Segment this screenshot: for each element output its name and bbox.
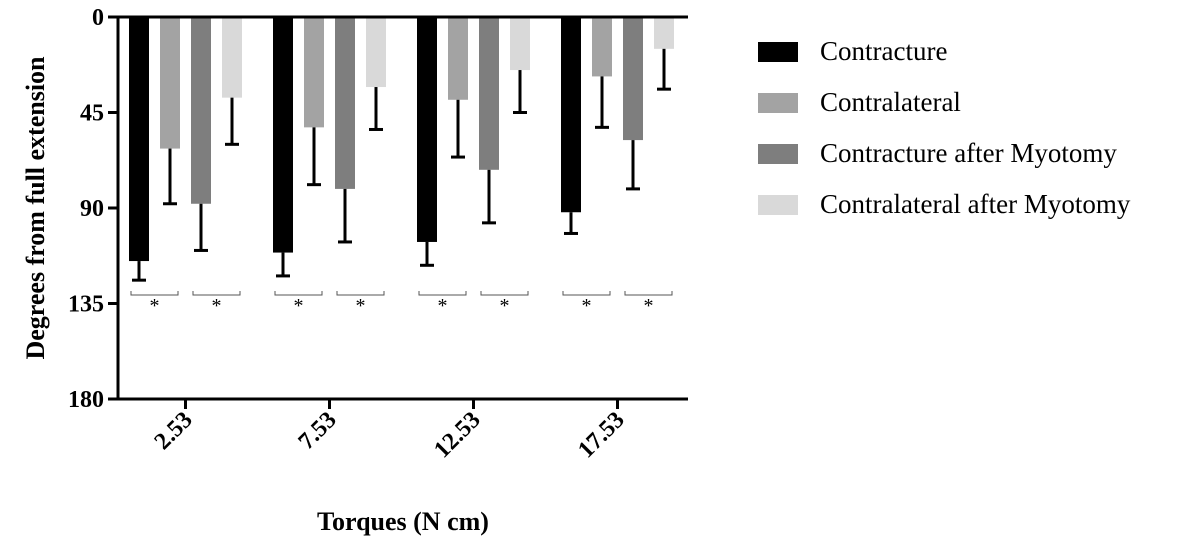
- x-tick-label: 2.53: [150, 407, 198, 455]
- bar-contralateral-after-myotomy-17.53: [654, 17, 674, 49]
- y-tick-label: 0: [92, 5, 104, 31]
- significance-marker: *: [294, 295, 304, 317]
- significance-layer: * * * * * * * *: [130, 291, 673, 317]
- y-tick-label: 180: [68, 387, 104, 413]
- bar-contralateral-7.53: [304, 17, 324, 128]
- bar-contralateral-12.53: [448, 17, 468, 100]
- legend-swatch-contralateral-after-myotomy: [758, 194, 798, 215]
- y-tick-label: 90: [80, 196, 104, 222]
- x-tick-label: 17.53: [573, 407, 630, 464]
- significance-marker: *: [438, 295, 448, 317]
- x-axis-title: Torques (N cm): [317, 507, 489, 536]
- bar-contralateral-after-myotomy-2.53: [222, 17, 242, 98]
- legend-label: Contralateral after Myotomy: [820, 189, 1131, 219]
- bar-contracture-7.53: [273, 17, 293, 253]
- x-tick-label: 7.53: [294, 407, 342, 455]
- legend-swatch-contralateral: [758, 92, 798, 113]
- bar-contralateral-2.53: [160, 17, 180, 149]
- significance-marker: *: [500, 295, 510, 317]
- x-tick-label: 12.53: [429, 407, 486, 464]
- legend-swatch-contracture-after-myotomy: [758, 143, 798, 164]
- y-tick-label: 135: [68, 292, 104, 318]
- significance-bracket: [562, 291, 611, 296]
- significance-bracket: [130, 291, 179, 296]
- significance-bracket: [418, 291, 467, 296]
- bars-layer: [129, 17, 674, 262]
- legend-label: Contralateral: [820, 87, 961, 117]
- bar-contracture-2.53: [129, 17, 149, 262]
- significance-bracket: [480, 291, 529, 296]
- significance-bracket: [192, 291, 241, 296]
- bar-contracture-after-myotomy-2.53: [191, 17, 211, 204]
- bar-contracture-17.53: [561, 17, 581, 213]
- y-ticks-layer: 0 45 90 135 180: [68, 5, 118, 413]
- y-axis-title: Degrees from full extension: [21, 56, 50, 360]
- legend-item-contracture: Contracture: [758, 26, 1130, 77]
- bar-contralateral-after-myotomy-12.53: [510, 17, 530, 71]
- legend-label: Contracture: [820, 36, 948, 66]
- bar-contracture-after-myotomy-12.53: [479, 17, 499, 170]
- bar-contracture-after-myotomy-17.53: [623, 17, 643, 141]
- significance-bracket: [624, 291, 673, 296]
- significance-bracket: [336, 291, 385, 296]
- significance-marker: *: [212, 295, 222, 317]
- legend-item-contracture-after-myotomy: Contracture after Myotomy: [758, 128, 1130, 179]
- bar-contralateral-after-myotomy-7.53: [366, 17, 386, 88]
- legend-item-contralateral-after-myotomy: Contralateral after Myotomy: [758, 179, 1130, 230]
- bar-contralateral-17.53: [592, 17, 612, 77]
- bar-contracture-12.53: [417, 17, 437, 242]
- significance-marker: *: [150, 295, 160, 317]
- bar-contracture-after-myotomy-7.53: [335, 17, 355, 189]
- y-tick-label: 45: [80, 101, 104, 127]
- significance-marker: *: [582, 295, 592, 317]
- legend-label: Contracture after Myotomy: [820, 138, 1117, 168]
- legend-item-contralateral: Contralateral: [758, 77, 1130, 128]
- significance-marker: *: [356, 295, 366, 317]
- error-bars-layer: [132, 48, 671, 282]
- x-ticks-layer: 2.53 7.53 12.53 17.53: [150, 399, 630, 463]
- significance-bracket: [274, 291, 323, 296]
- legend-swatch-contracture: [758, 41, 798, 62]
- significance-marker: *: [644, 295, 654, 317]
- legend: Contracture Contralateral Contracture af…: [758, 26, 1130, 230]
